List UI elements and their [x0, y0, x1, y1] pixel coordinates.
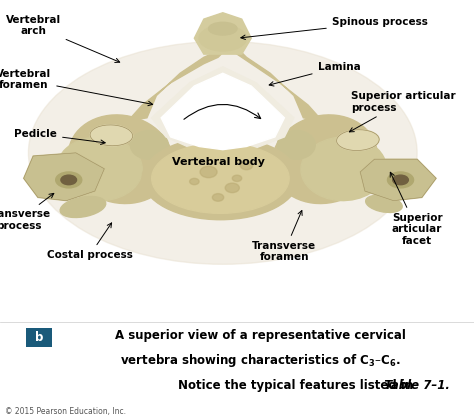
Text: A superior view of a representative cervical: A superior view of a representative cerv… [115, 329, 406, 342]
Text: Transverse
foramen: Transverse foramen [252, 210, 317, 262]
Polygon shape [228, 48, 322, 121]
Text: Transverse
process: Transverse process [0, 194, 54, 230]
Ellipse shape [199, 26, 246, 51]
Ellipse shape [301, 137, 386, 201]
Ellipse shape [60, 197, 106, 217]
Ellipse shape [28, 41, 417, 264]
Polygon shape [161, 73, 284, 150]
FancyBboxPatch shape [26, 328, 52, 347]
Ellipse shape [209, 22, 237, 35]
Text: Vertebral body: Vertebral body [172, 158, 264, 168]
Circle shape [200, 166, 217, 178]
Polygon shape [128, 48, 228, 121]
Circle shape [190, 178, 199, 185]
Polygon shape [152, 67, 294, 153]
Ellipse shape [387, 172, 413, 188]
Text: b: b [35, 331, 44, 344]
Ellipse shape [392, 175, 409, 185]
Polygon shape [24, 153, 104, 201]
Circle shape [232, 175, 242, 181]
Polygon shape [194, 13, 251, 54]
Text: Pedicle: Pedicle [14, 129, 105, 145]
Ellipse shape [277, 131, 315, 159]
Ellipse shape [337, 130, 379, 150]
Ellipse shape [57, 137, 142, 201]
Circle shape [225, 183, 239, 193]
Circle shape [240, 161, 253, 170]
Text: Costal process: Costal process [47, 223, 133, 260]
Ellipse shape [365, 195, 402, 212]
Ellipse shape [130, 131, 168, 159]
Text: Table 7–1.: Table 7–1. [178, 379, 450, 392]
Text: Vertebral
arch: Vertebral arch [6, 15, 119, 62]
Text: Notice the typical features listed in: Notice the typical features listed in [178, 379, 417, 392]
Ellipse shape [142, 137, 299, 220]
Ellipse shape [272, 115, 377, 204]
Ellipse shape [55, 172, 82, 188]
Text: Vertebral
foramen: Vertebral foramen [0, 69, 153, 106]
Text: vertebra showing characteristics of $\mathbf{C_3}$–$\mathbf{C_6}$.: vertebra showing characteristics of $\ma… [120, 352, 401, 369]
Text: Lamina: Lamina [269, 62, 360, 86]
Ellipse shape [68, 115, 173, 204]
Text: Spinous process: Spinous process [241, 17, 428, 39]
Text: © 2015 Pearson Education, Inc.: © 2015 Pearson Education, Inc. [5, 407, 126, 416]
Polygon shape [360, 159, 436, 201]
Text: Superior articular
process: Superior articular process [349, 91, 456, 132]
Ellipse shape [152, 143, 289, 213]
Text: Superior
articular
facet: Superior articular facet [390, 172, 442, 246]
Circle shape [212, 194, 224, 201]
Ellipse shape [90, 125, 133, 146]
Ellipse shape [61, 175, 76, 185]
